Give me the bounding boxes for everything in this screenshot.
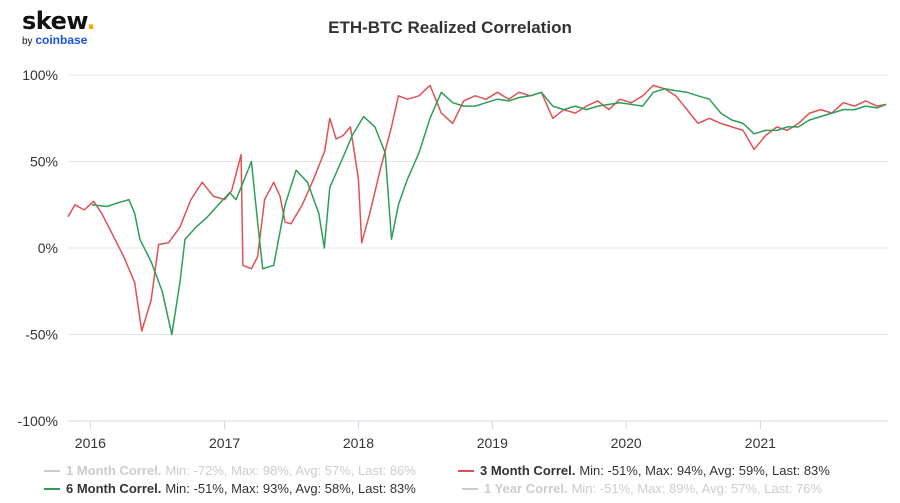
logo-dot: . bbox=[86, 7, 96, 35]
series-line-6-month-correl bbox=[91, 88, 887, 336]
x-axis: 2016 2017 2018 2019 2020 2021 bbox=[68, 420, 888, 451]
legend-stats-6-month: Min: -51%, Max: 93%, Avg: 58%, Last: 83% bbox=[165, 481, 416, 496]
logo-by: by bbox=[22, 36, 33, 47]
x-tick-label: 2020 bbox=[611, 435, 642, 451]
y-tick-label: 0% bbox=[38, 240, 58, 256]
y-tick-label: 50% bbox=[30, 154, 58, 170]
logo-coinbase: coinbase bbox=[35, 33, 88, 47]
legend-name-1-year: 1 Year Correl. bbox=[484, 481, 568, 496]
x-tick-label: 2017 bbox=[209, 435, 240, 451]
logo-wordmark: skew bbox=[22, 7, 87, 35]
legend-item-6-month[interactable]: 6 Month Correl. Min: -51%, Max: 93%, Avg:… bbox=[44, 481, 416, 496]
legend-swatch-3-month bbox=[458, 469, 474, 472]
y-tick-label: 100% bbox=[22, 67, 58, 83]
x-tick-label: 2016 bbox=[75, 435, 106, 451]
y-tick-label: -50% bbox=[25, 327, 58, 343]
legend-item-1-month[interactable]: 1 Month Correl. Min: -72%, Max: 98%, Avg:… bbox=[44, 463, 416, 478]
legend-item-3-month[interactable]: 3 Month Correl. Min: -51%, Max: 94%, Avg:… bbox=[458, 463, 830, 478]
legend-stats-1-month: Min: -72%, Max: 98%, Avg: 57%, Last: 86% bbox=[165, 463, 416, 478]
y-axis: 100% 50% 0% -50% -100% bbox=[18, 67, 58, 429]
series-lines bbox=[67, 84, 887, 336]
grid-lines bbox=[68, 74, 888, 422]
legend-stats-1-year: Min: -51%, Max: 89%, Avg: 57%, Last: 76% bbox=[571, 481, 823, 496]
legend-stats-3-month: Min: -51%, Max: 94%, Avg: 59%, Last: 83% bbox=[579, 463, 830, 478]
legend-swatch-6-month bbox=[44, 487, 60, 490]
legend-swatch-1-year bbox=[462, 487, 478, 490]
legend-name-3-month: 3 Month Correl. bbox=[480, 463, 576, 478]
x-tick-label: 2018 bbox=[343, 435, 374, 451]
legend-swatch-1-month bbox=[44, 469, 60, 472]
logo-byline: by coinbase bbox=[22, 34, 95, 48]
legend-name-1-month: 1 Month Correl. bbox=[66, 463, 162, 478]
legend-item-1-year[interactable]: 1 Year Correl. Min: -51%, Max: 89%, Avg: … bbox=[462, 481, 822, 496]
skew-logo: skew. by coinbase bbox=[22, 7, 96, 48]
chart-title: ETH-BTC Realized Correlation bbox=[328, 18, 572, 37]
x-tick-label: 2021 bbox=[745, 435, 776, 451]
series-line-3-month-correl bbox=[67, 84, 887, 332]
y-tick-label: -100% bbox=[18, 413, 58, 429]
x-tick-label: 2019 bbox=[477, 435, 508, 451]
legend-name-6-month: 6 Month Correl. bbox=[66, 481, 162, 496]
